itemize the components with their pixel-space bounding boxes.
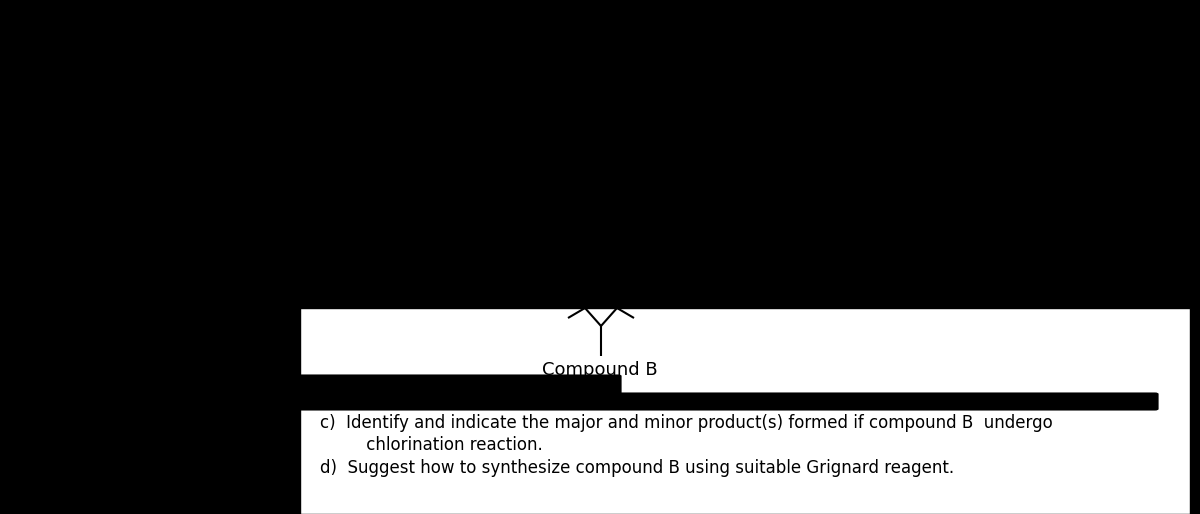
Text: c)  Identify and indicate the major and minor product(s) formed if compound B  u: c) Identify and indicate the major and m…	[320, 414, 1052, 432]
Text: d)  Suggest how to synthesize compound B using suitable Grignard reagent.: d) Suggest how to synthesize compound B …	[320, 459, 954, 477]
Text: chlorination reaction.: chlorination reaction.	[340, 436, 542, 454]
Text: Compound B: Compound B	[542, 361, 658, 379]
FancyBboxPatch shape	[296, 393, 1159, 411]
Bar	[300, 308, 1190, 514]
FancyBboxPatch shape	[296, 375, 622, 396]
